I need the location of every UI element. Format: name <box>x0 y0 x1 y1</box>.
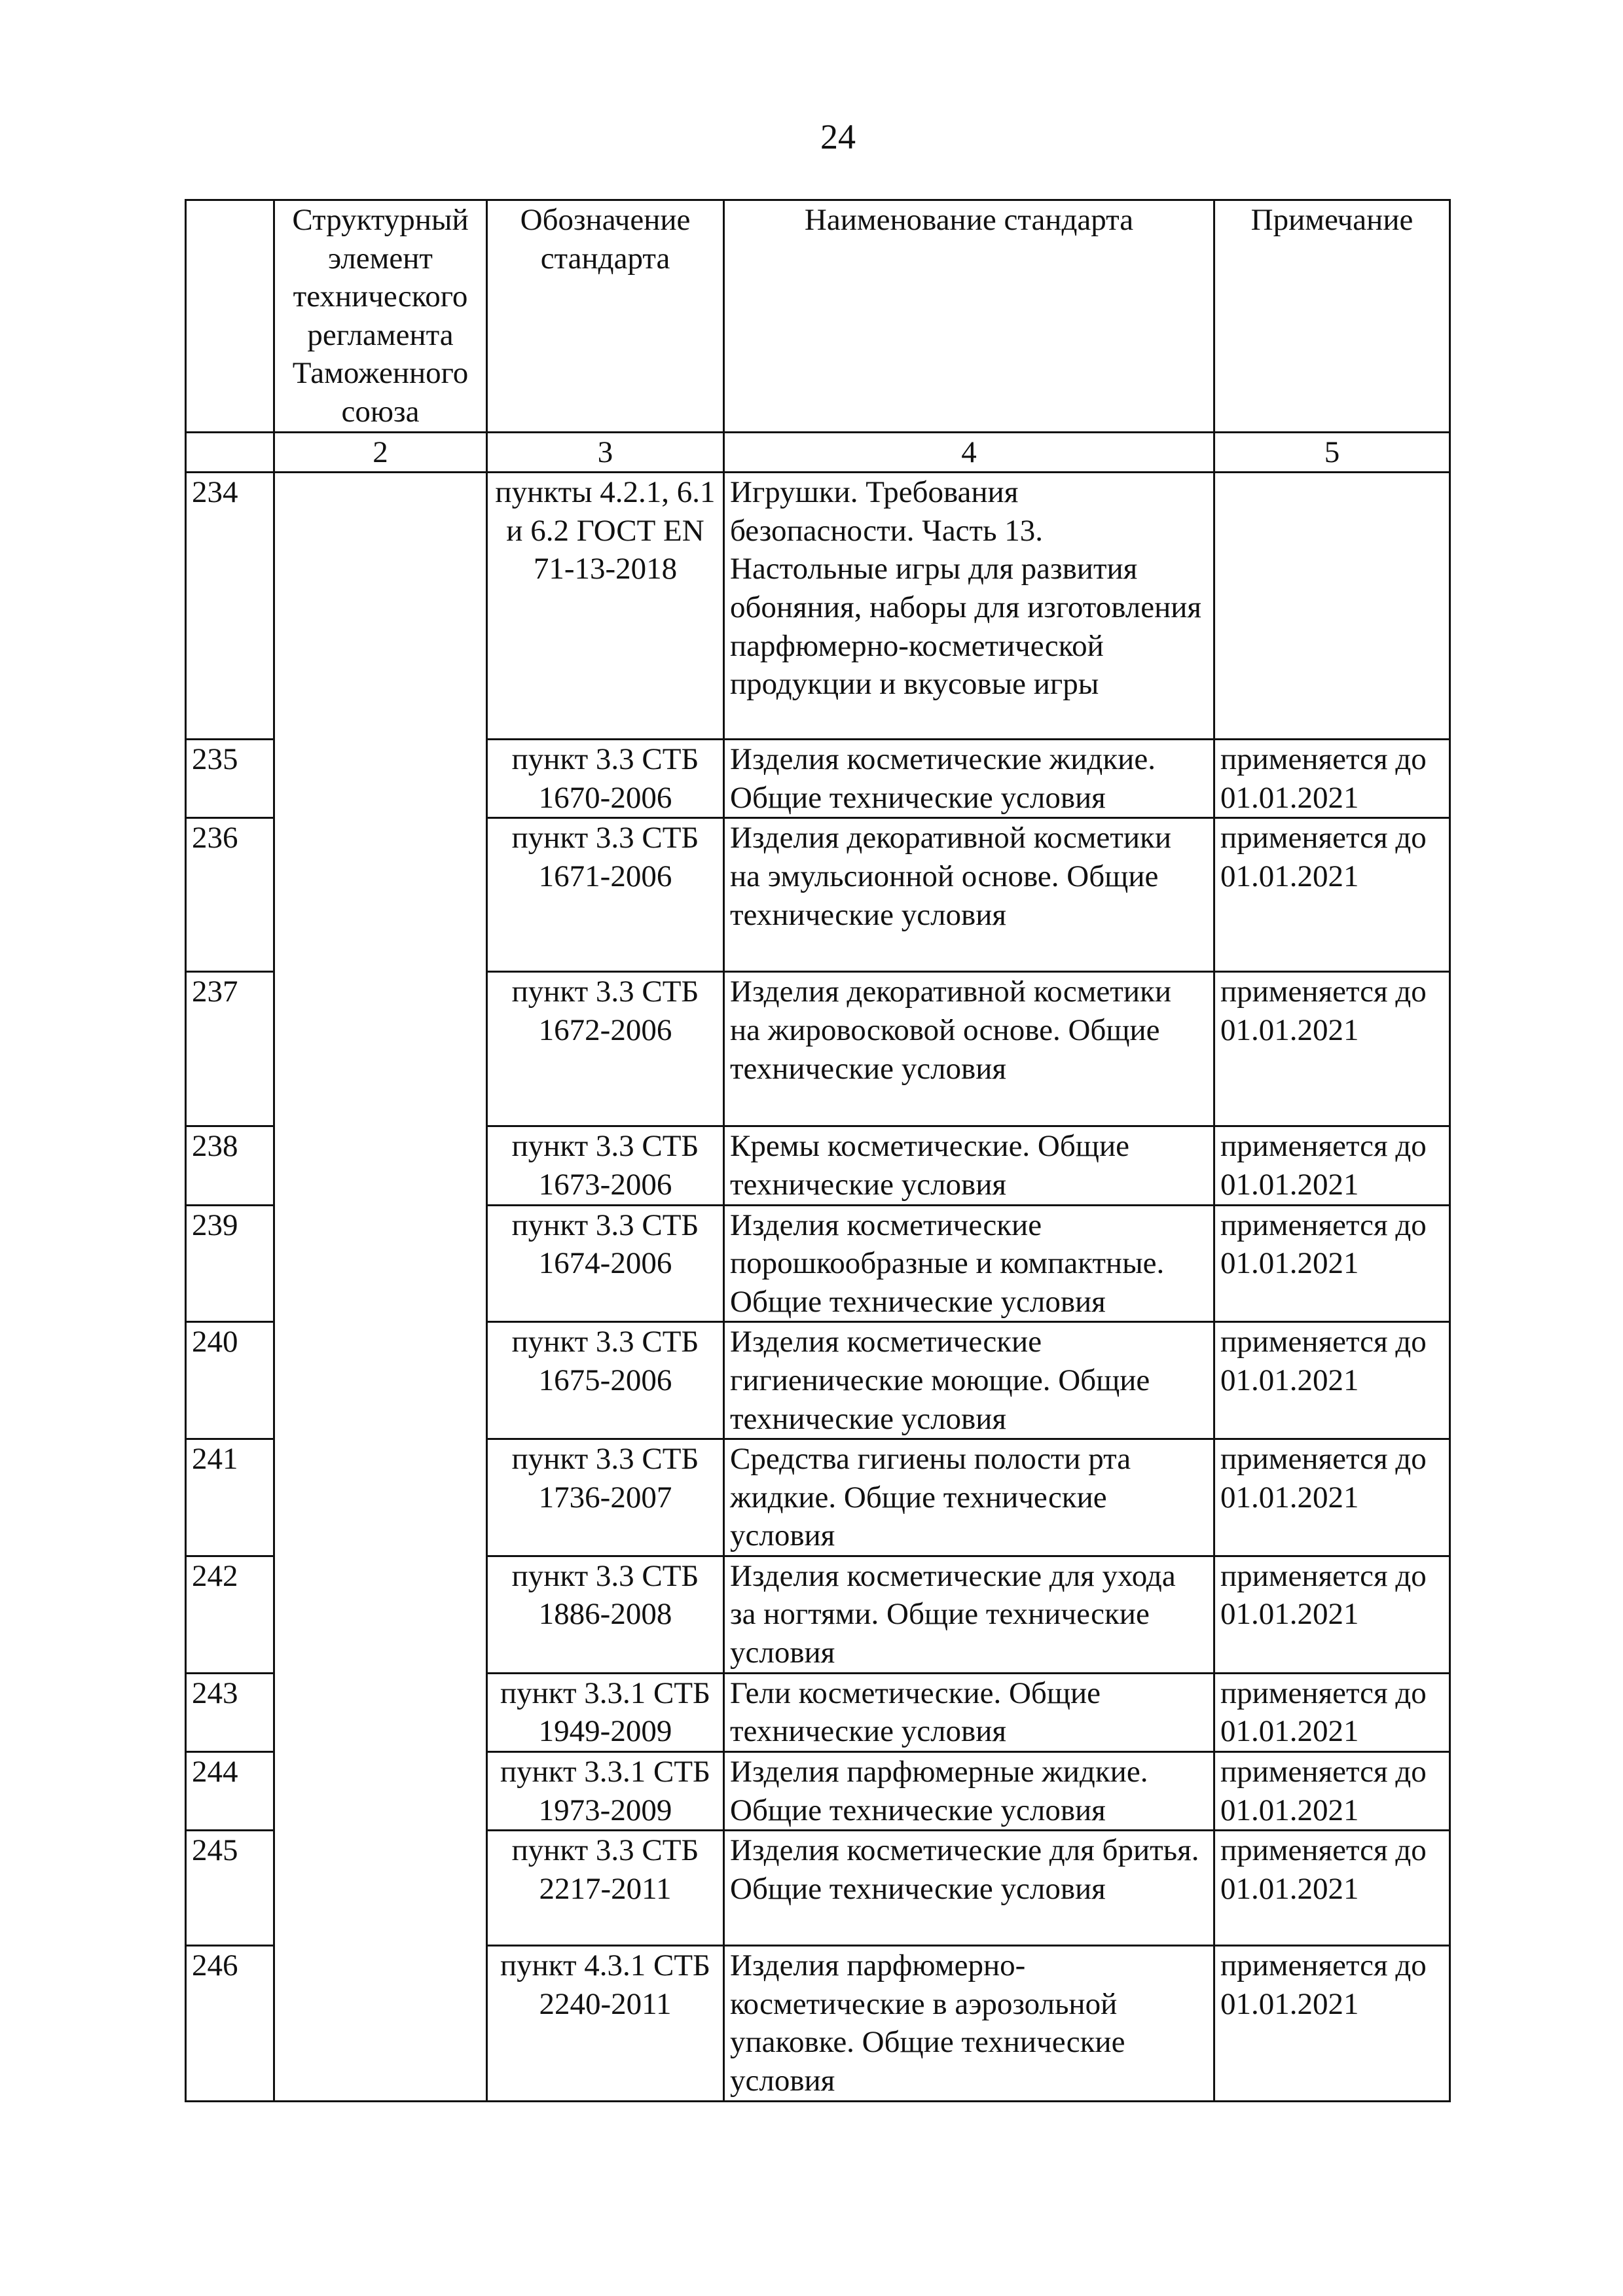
note: применяется до 01.01.2021 <box>1213 1321 1451 1441</box>
standard-designation: пункт 3.3.1 СТБ 1973-2009 <box>486 1751 725 1832</box>
note: применяется до 01.01.2021 <box>1213 817 1451 973</box>
standard-name: Изделия косметические гигиенические моющ… <box>723 1321 1215 1441</box>
page-number: 24 <box>820 117 856 156</box>
row-number: 243 <box>185 1672 275 1753</box>
table-row: 234 пункты 4.2.1, 6.1 и 6.2 ГОСТ EN 71-13… <box>185 471 1451 2102</box>
standard-name: Изделия косметические для ухода за ногтя… <box>723 1554 1215 1674</box>
standard-name: Средства гигиены полости рта жидкие. Общ… <box>723 1438 1215 1557</box>
header-row: Структурный элемент технического регламе… <box>185 199 1451 433</box>
table-row: 236 пункт 3.3 СТБ 1671-2006 Изделия декора… <box>185 817 1451 973</box>
standard-name: Изделия косметические для бритья. Общие … <box>723 1829 1215 1947</box>
header-cell: Наименование стандарта <box>723 199 1215 433</box>
header-cell <box>185 199 275 433</box>
standard-designation: пункт 3.3 СТБ 1736-2007 <box>486 1438 725 1557</box>
standards-table: Структурный элемент технического регламе… <box>185 199 1451 2102</box>
row-number: 240 <box>185 1321 275 1441</box>
column-number: 2 <box>273 431 488 474</box>
note: применяется до 01.01.2021 <box>1213 971 1451 1128</box>
standard-designation: пункт 3.3 СТБ 1672-2006 <box>486 971 725 1128</box>
note: применяется до 01.01.2021 <box>1213 1945 1451 2102</box>
table-row: 245 пункт 3.3 СТБ 2217-2011 Изделия космет… <box>185 1829 1451 1947</box>
standard-designation: пункт 3.3 СТБ 1673-2006 <box>486 1125 725 1206</box>
standard-name: Игрушки. Требования безопасности. Часть … <box>723 471 1215 741</box>
row-number: 244 <box>185 1751 275 1832</box>
standard-designation: пункт 3.3 СТБ 1671-2006 <box>486 817 725 973</box>
row-number: 241 <box>185 1438 275 1557</box>
standard-name: Изделия косметические порошкообразные и … <box>723 1204 1215 1323</box>
header-cell: Примечание <box>1213 199 1451 433</box>
row-number: 236 <box>185 817 275 973</box>
column-number: 4 <box>723 431 1215 474</box>
structural-element-cell <box>273 471 488 2102</box>
row-number: 246 <box>185 1945 275 2102</box>
note: применяется до 01.01.2021 <box>1213 738 1451 819</box>
note: применяется до 01.01.2021 <box>1213 1204 1451 1323</box>
table-row: 244 пункт 3.3.1 СТБ 1973-2009 Изделия парф… <box>185 1751 1451 1832</box>
standard-name: Изделия декоративной косметики на жирово… <box>723 971 1215 1128</box>
table-row: 241 пункт 3.3 СТБ 1736-2007 Средства гигие… <box>185 1438 1451 1557</box>
column-number: 3 <box>486 431 725 474</box>
row-number: 235 <box>185 738 275 819</box>
row-number: 234 <box>185 471 275 741</box>
row-number: 245 <box>185 1829 275 1947</box>
note: применяется до 01.01.2021 <box>1213 1554 1451 1674</box>
header-cell: Структурный элемент технического регламе… <box>273 199 488 433</box>
standard-designation: пункт 3.3.1 СТБ 1949-2009 <box>486 1672 725 1753</box>
standard-designation: пункт 4.3.1 СТБ 2240-2011 <box>486 1945 725 2102</box>
table-row: 246 пункт 4.3.1 СТБ 2240-2011 Изделия парф… <box>185 1945 1451 2102</box>
note: применяется до 01.01.2021 <box>1213 1438 1451 1557</box>
note <box>1213 471 1451 741</box>
standard-name: Гели косметические. Общие технические ус… <box>723 1672 1215 1753</box>
table-row: 243 пункт 3.3.1 СТБ 1949-2009 Гели космети… <box>185 1672 1451 1753</box>
standard-designation: пункт 3.3 СТБ 1886-2008 <box>486 1554 725 1674</box>
table-row: 240 пункт 3.3 СТБ 1675-2006 Изделия космет… <box>185 1321 1451 1441</box>
row-number: 239 <box>185 1204 275 1323</box>
row-number: 238 <box>185 1125 275 1206</box>
table-row: 239 пункт 3.3 СТБ 1674-2006 Изделия космет… <box>185 1204 1451 1323</box>
standard-name: Изделия парфюмерно-косметические в аэроз… <box>723 1945 1215 2102</box>
row-number: 242 <box>185 1554 275 1674</box>
note: применяется до 01.01.2021 <box>1213 1829 1451 1947</box>
standard-designation: пункт 3.3 СТБ 1670-2006 <box>486 738 725 819</box>
note: применяется до 01.01.2021 <box>1213 1125 1451 1206</box>
note: применяется до 01.01.2021 <box>1213 1751 1451 1832</box>
header-cell: Обозначение стандарта <box>486 199 725 433</box>
standard-designation: пункты 4.2.1, 6.1 и 6.2 ГОСТ EN 71-13-20… <box>486 471 725 741</box>
column-number <box>185 431 275 474</box>
standard-designation: пункт 3.3 СТБ 2217-2011 <box>486 1829 725 1947</box>
row-number: 237 <box>185 971 275 1128</box>
standard-name: Изделия декоративной косметики на эмульс… <box>723 817 1215 973</box>
table-row: 235 пункт 3.3 СТБ 1670-2006 Изделия космет… <box>185 738 1451 819</box>
standard-designation: пункт 3.3 СТБ 1675-2006 <box>486 1321 725 1441</box>
column-number-row: 2 3 4 5 <box>185 431 1451 474</box>
note: применяется до 01.01.2021 <box>1213 1672 1451 1753</box>
standard-name: Изделия парфюмерные жидкие. Общие технич… <box>723 1751 1215 1832</box>
table-row: 242 пункт 3.3 СТБ 1886-2008 Изделия космет… <box>185 1554 1451 1674</box>
standard-name: Изделия косметические жидкие. Общие техн… <box>723 738 1215 819</box>
standard-designation: пункт 3.3 СТБ 1674-2006 <box>486 1204 725 1323</box>
column-number: 5 <box>1213 431 1451 474</box>
table-row: 238 пункт 3.3 СТБ 1673-2006 Кремы косметич… <box>185 1125 1451 1206</box>
table-row: 237 пункт 3.3 СТБ 1672-2006 Изделия декора… <box>185 971 1451 1128</box>
standard-name: Кремы косметические. Общие технические у… <box>723 1125 1215 1206</box>
